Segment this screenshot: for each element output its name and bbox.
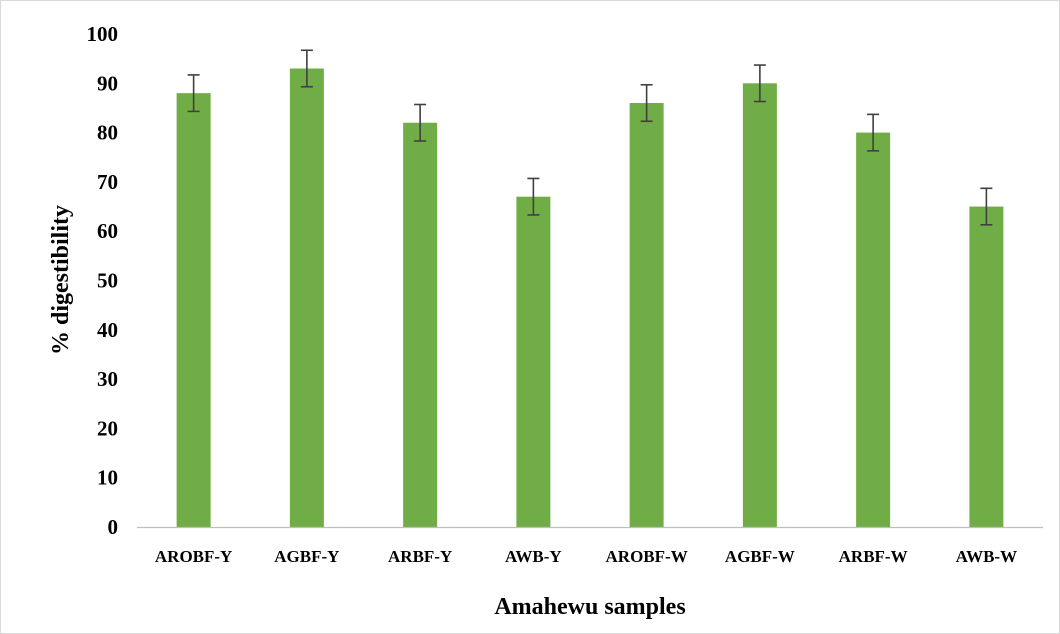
y-tick-label: 30 <box>97 367 118 391</box>
x-axis-tick-labels: AROBF-Y AGBF-Y ARBF-Y AWB-Y AROBF-W AGBF-W ARB… <box>155 547 1017 566</box>
y-tick-label: 40 <box>97 318 118 342</box>
error-bar <box>187 74 200 113</box>
y-tick-label: 80 <box>97 121 118 145</box>
x-tick-label: AWB-W <box>956 547 1017 566</box>
y-tick-label: 20 <box>97 416 118 440</box>
error-bar <box>753 64 766 103</box>
y-tick-label: 70 <box>97 170 118 194</box>
y-tick-label: 0 <box>108 515 119 539</box>
x-tick-label: ARBF-W <box>839 547 908 566</box>
x-tick-label: ARBF-Y <box>388 547 452 566</box>
bar <box>516 196 551 527</box>
error-bar <box>414 103 427 142</box>
x-tick-label: AWB-Y <box>505 547 562 566</box>
x-tick-label: AROBF-Y <box>155 547 232 566</box>
bar <box>742 83 777 528</box>
y-tick-label: 100 <box>87 22 119 46</box>
x-tick-label: AGBF-W <box>725 547 795 566</box>
error-bar <box>980 187 993 226</box>
y-tick-label: 10 <box>97 466 118 490</box>
bar <box>176 93 211 527</box>
x-tick-label: AROBF-W <box>606 547 688 566</box>
x-axis-title: Amahewu samples <box>494 594 685 620</box>
bar <box>856 132 891 527</box>
y-axis-title: % digestibility <box>48 205 74 355</box>
error-bar <box>527 177 540 216</box>
x-tick-label: AGBF-Y <box>274 547 339 566</box>
error-bar <box>867 113 880 152</box>
error-bars <box>187 49 993 226</box>
bar <box>629 103 664 528</box>
error-bar <box>300 49 313 88</box>
error-bar <box>640 83 653 123</box>
bar <box>403 122 438 528</box>
y-axis-ticks: 0 10 20 30 40 50 60 70 80 90 100 <box>87 22 119 539</box>
y-tick-label: 60 <box>97 219 118 243</box>
y-tick-label: 50 <box>97 269 118 293</box>
bar <box>969 206 1004 528</box>
y-tick-label: 90 <box>97 71 118 95</box>
bar-series <box>176 68 1004 528</box>
bar <box>289 68 324 527</box>
